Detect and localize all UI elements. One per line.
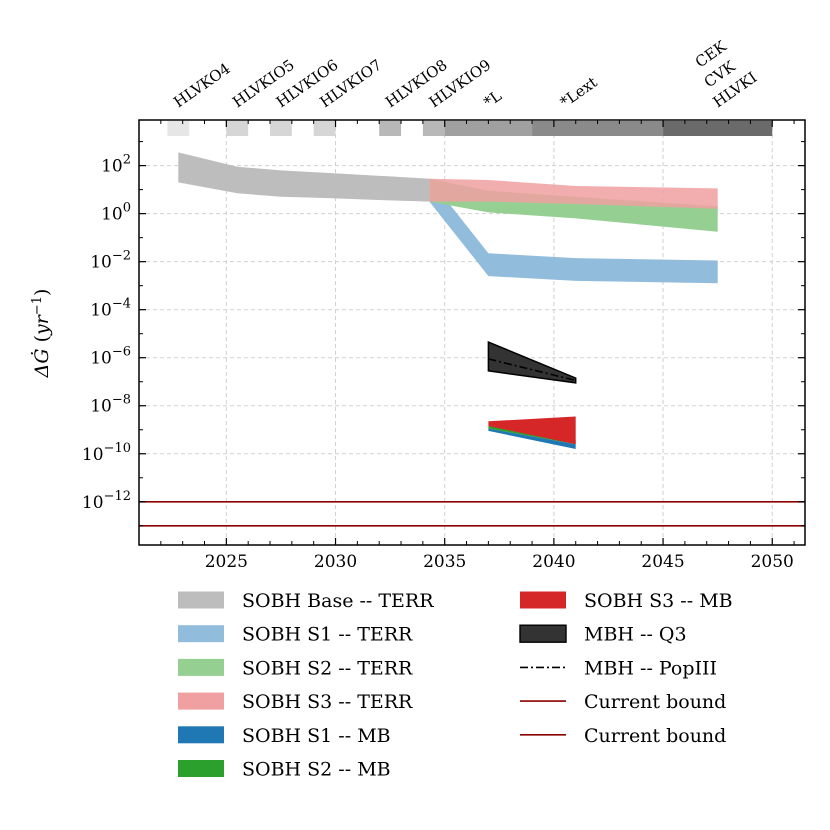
y-tick-label: 10−2 (90, 249, 131, 273)
legend-swatch (520, 591, 566, 609)
legend-swatch (519, 624, 567, 643)
detector-period-label: HLVKO4 (170, 59, 233, 111)
y-axis-label: ΔĠ (yr−1) (30, 289, 54, 379)
series-band (429, 178, 718, 209)
legend-label: Current bound (584, 691, 726, 713)
detector-period-bar (226, 121, 249, 136)
detector-period-bar (422, 121, 445, 136)
y-tick-label: 10−4 (90, 297, 131, 321)
legend-label: SOBH Base -- TERR (242, 590, 434, 612)
y-tick-label: 102 (101, 153, 131, 177)
series-band (488, 416, 576, 445)
series-line (488, 358, 576, 382)
x-tick-label: 2035 (423, 552, 466, 572)
series-layer (139, 152, 805, 527)
x-tick-label: 2030 (314, 552, 357, 572)
detector-period-bar (270, 121, 292, 136)
x-tick-label: 2045 (641, 552, 684, 572)
detector-period-bar (167, 121, 190, 136)
legend-label: SOBH S2 -- MB (242, 759, 391, 781)
detector-period-bar (379, 121, 402, 136)
detector-period-label: *L (480, 86, 505, 111)
legend-swatch (178, 625, 224, 643)
legend-label: SOBH S3 -- TERR (242, 691, 413, 713)
detector-period-bar (663, 121, 773, 136)
y-tick-label: 10−10 (82, 441, 131, 465)
legend-label: SOBH S3 -- MB (584, 590, 733, 612)
legend-swatch (178, 726, 224, 744)
y-tick-label: 100 (101, 201, 131, 225)
legend: SOBH Base -- TERR SOBH S1 -- TERR SOBH S2 … (178, 590, 733, 781)
detector-period-bar (444, 121, 533, 136)
y-tick-label: 10−6 (90, 345, 131, 369)
plot-frame (138, 119, 806, 546)
legend-label: MBH -- PopIII (584, 657, 717, 679)
legend-label: SOBH S2 -- TERR (242, 657, 413, 679)
x-tick-label: 2040 (532, 552, 575, 572)
series-band (487, 340, 577, 384)
detector-period-label: *Lext (557, 73, 601, 111)
y-tick-label: 10−8 (90, 393, 131, 417)
legend-swatch (178, 658, 224, 676)
y-tick-label: 10−12 (82, 489, 131, 513)
series-band (178, 152, 430, 202)
series-band (488, 428, 576, 449)
legend-label: SOBH S1 -- MB (242, 725, 391, 747)
legend-swatch (178, 692, 224, 710)
detector-period-bar (532, 121, 664, 136)
x-tick-label: 2050 (751, 552, 794, 572)
series-band (429, 178, 718, 284)
legend-swatch (178, 591, 224, 609)
legend-label: MBH -- Q3 (584, 624, 687, 646)
x-tick-label: 2025 (205, 552, 248, 572)
legend-swatch (178, 760, 224, 777)
detector-period-bar (313, 121, 336, 136)
detector-period-bars (167, 121, 773, 136)
axis-ticks (138, 120, 805, 545)
legend-label: SOBH S1 -- TERR (242, 624, 413, 646)
tick-labels: HLVKO4HLVKIO5HLVKIO6HLVKIO7HLVKIO8HLVKIO… (82, 37, 794, 572)
legend-label: Current bound (584, 725, 726, 747)
